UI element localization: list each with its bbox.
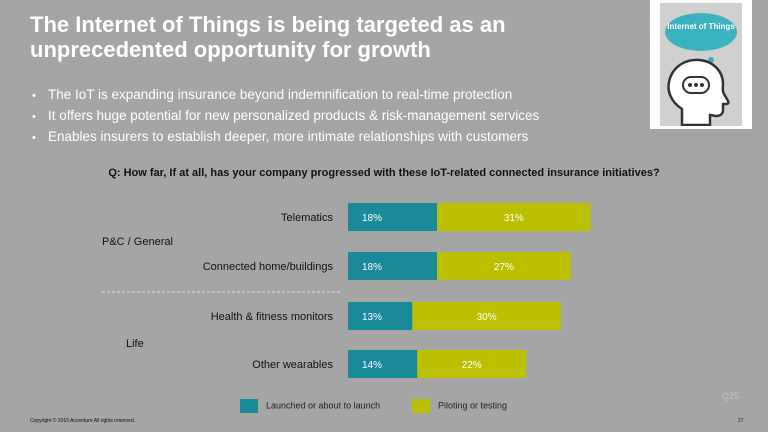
bar-segment [348,350,418,378]
legend-label-launched: Launched or about to launch [266,400,381,411]
question-code: Q25 [722,391,740,401]
copyright-notice: Copyright © 2015 Accenture All rights re… [30,418,136,424]
iot-icon-frame: Internet of Things [660,3,742,127]
slide-title: The Internet of Things is being targeted… [30,12,506,62]
bar-segment [348,302,413,330]
bullet-glyph: • [32,111,36,123]
category-label: Other wearables [252,359,333,371]
thought-bubble-text: Internet of Things [667,22,735,31]
bar-segment [348,252,438,280]
data-label: 13% [362,312,382,323]
bullet-glyph: • [32,90,36,102]
iot-thinking-head-icon: Internet of Things [665,13,737,127]
legend-item-launched: Launched or about to launch [240,399,380,413]
iot-icon-panel: Internet of Things [650,0,752,129]
legend-swatch-launched [240,399,258,413]
data-label: 14% [362,360,382,371]
bullet-item: • It offers huge potential for new person… [32,105,539,126]
thought-bubble-icon [665,13,737,51]
category-label: Telematics [281,212,333,224]
category-label: Health & fitness monitors [211,311,334,323]
bullet-text: The IoT is expanding insurance beyond in… [48,87,513,102]
bullet-item: • The IoT is expanding insurance beyond i… [32,84,539,105]
bar-segment [437,252,571,280]
survey-question: Q: How far, If at all, has your company … [108,167,660,179]
bar-segment [412,302,561,330]
data-label: 31% [504,213,524,224]
speech-dot-icon [700,83,704,87]
bullet-text: It offers huge potential for new persona… [48,108,540,123]
category-label: Connected home/buildings [203,261,334,273]
bar-segment [348,203,438,231]
group-label: P&C / General [102,236,173,248]
data-label: 18% [362,262,382,273]
data-label: 30% [477,312,497,323]
speech-dot-icon [688,83,692,87]
data-label: 27% [494,262,514,273]
data-label: 18% [362,213,382,224]
legend-item-piloting: Piloting or testing [412,399,507,413]
legend-label-piloting: Piloting or testing [438,400,508,411]
speech-dot-icon [694,83,698,87]
data-label: 22% [462,360,482,371]
bullet-item: • Enables insurers to establish deeper, m… [32,126,539,147]
bullet-list: • The IoT is expanding insurance beyond i… [32,84,539,147]
bar-segment [437,203,591,231]
bullet-glyph: • [32,132,36,144]
legend-swatch-piloting [412,399,430,413]
page-number: 27 [738,418,744,424]
bullet-text: Enables insurers to establish deeper, mo… [48,129,529,144]
bar-segment [417,350,527,378]
group-label: Life [126,338,144,350]
